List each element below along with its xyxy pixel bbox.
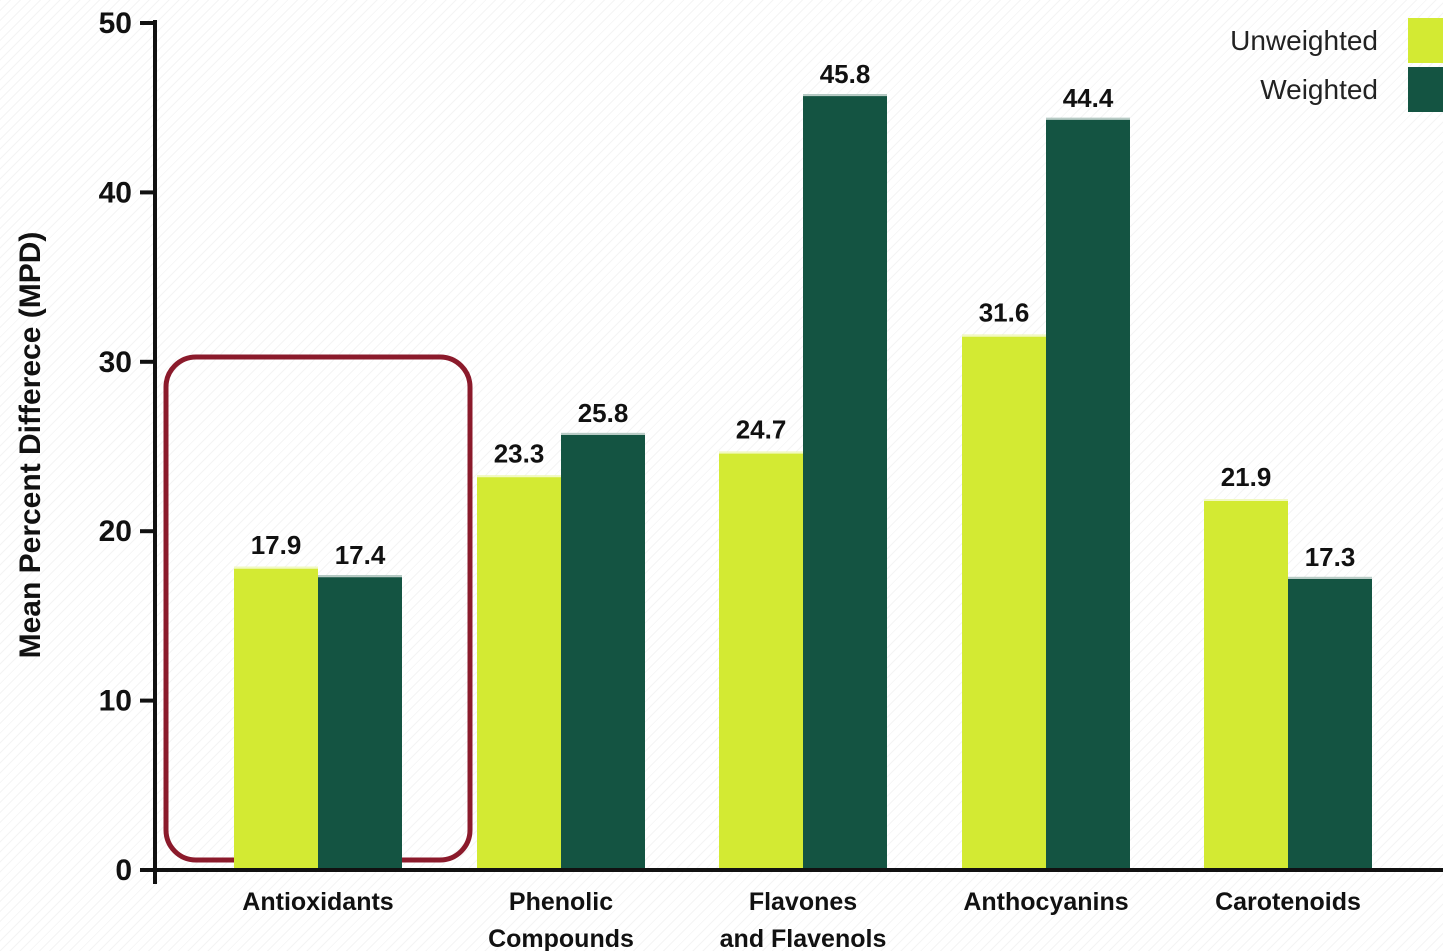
y-tick-label: 50 xyxy=(99,7,132,40)
y-tick-label: 40 xyxy=(99,176,132,209)
category-label: and Flavenols xyxy=(720,925,887,951)
data-label: 17.3 xyxy=(1305,542,1356,572)
bar-weighted xyxy=(561,432,645,870)
bar-weighted xyxy=(1288,576,1372,870)
y-tick-label: 20 xyxy=(99,515,132,548)
category-label: Antioxidants xyxy=(242,888,393,916)
data-label: 25.8 xyxy=(578,398,629,428)
bar-weighted xyxy=(803,94,887,870)
category-label: Compounds xyxy=(488,925,634,951)
category-label: Phenolic xyxy=(509,888,613,916)
y-tick-label: 10 xyxy=(99,685,132,718)
data-label: 17.9 xyxy=(251,530,302,560)
bar-weighted xyxy=(1046,117,1130,870)
data-label: 44.4 xyxy=(1063,83,1114,113)
category-label: Anthocyanins xyxy=(963,888,1128,916)
bar-unweighted xyxy=(1204,499,1288,870)
data-label: 45.8 xyxy=(820,59,871,89)
data-label: 24.7 xyxy=(736,415,787,445)
y-tick-label: 30 xyxy=(99,346,132,379)
legend-swatch xyxy=(1408,18,1443,63)
category-label: Carotenoids xyxy=(1215,888,1361,916)
bar-unweighted xyxy=(477,475,561,870)
legend-label: Weighted xyxy=(1260,74,1378,105)
bar-unweighted xyxy=(962,334,1046,870)
bar-unweighted xyxy=(719,451,803,870)
data-label: 31.6 xyxy=(979,298,1030,328)
data-label: 23.3 xyxy=(494,438,545,468)
y-axis-title: Mean Percent Differece (MPD) xyxy=(14,232,47,659)
bar-weighted xyxy=(318,575,402,870)
data-label: 17.4 xyxy=(335,540,386,570)
legend-swatch xyxy=(1408,67,1443,112)
data-label: 21.9 xyxy=(1221,462,1272,492)
y-tick-label: 0 xyxy=(115,854,132,887)
legend-label: Unweighted xyxy=(1230,25,1378,56)
category-label: Flavones xyxy=(749,888,857,916)
bar-unweighted xyxy=(234,566,318,870)
